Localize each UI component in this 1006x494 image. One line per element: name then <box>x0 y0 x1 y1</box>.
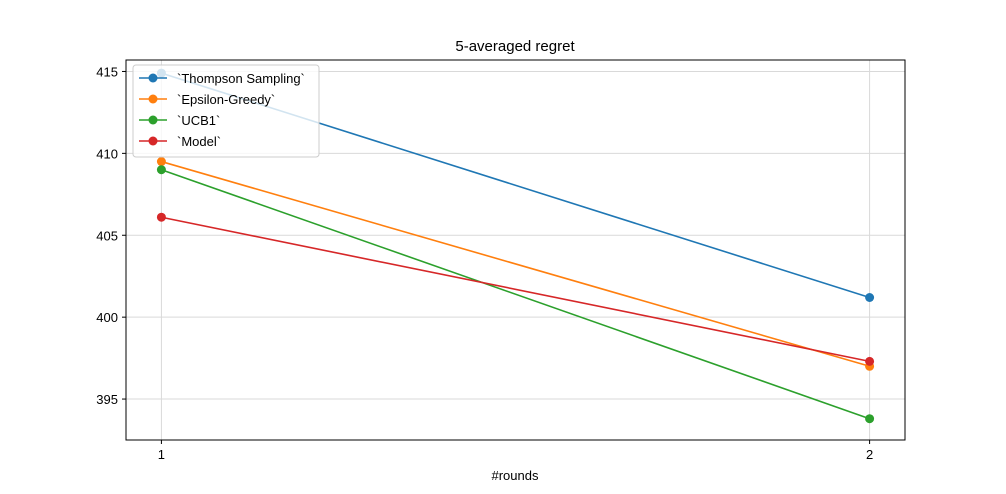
y-tick-label: 410 <box>96 146 118 161</box>
y-tick-label: 400 <box>96 310 118 325</box>
x-tick-label: 2 <box>866 447 873 462</box>
data-point <box>865 356 875 366</box>
legend-marker <box>148 73 158 83</box>
x-axis-label: #rounds <box>492 468 539 483</box>
y-ticks: 395 400 405 410 415 <box>96 64 126 407</box>
legend: `Thompson Sampling` `Epsilon-Greedy` `UCB1… <box>132 64 320 158</box>
legend-label: `Model` <box>177 134 221 149</box>
series-group <box>156 68 875 424</box>
legend-label: `Thompson Sampling` <box>177 71 305 86</box>
data-point <box>156 212 166 222</box>
legend-marker <box>148 136 158 146</box>
series-line-3 <box>161 216 870 363</box>
legend-label: `Epsilon-Greedy` <box>177 92 275 107</box>
plot-frame <box>125 59 906 441</box>
x-tick-label: 1 <box>158 447 165 462</box>
data-point <box>865 414 875 424</box>
chart-title: 5-averaged regret <box>455 38 575 55</box>
legend-marker <box>148 115 158 125</box>
data-point <box>156 157 166 167</box>
legend-marker <box>148 94 158 104</box>
y-tick-label: 415 <box>96 64 118 79</box>
data-point <box>865 293 875 302</box>
series-line-1 <box>161 160 870 368</box>
legend-label: `UCB1` <box>177 113 220 128</box>
y-tick-label: 405 <box>96 228 118 243</box>
y-tick-label: 395 <box>96 392 118 407</box>
legend-box <box>132 64 320 158</box>
data-point <box>156 165 166 175</box>
series-line-2 <box>161 168 870 420</box>
